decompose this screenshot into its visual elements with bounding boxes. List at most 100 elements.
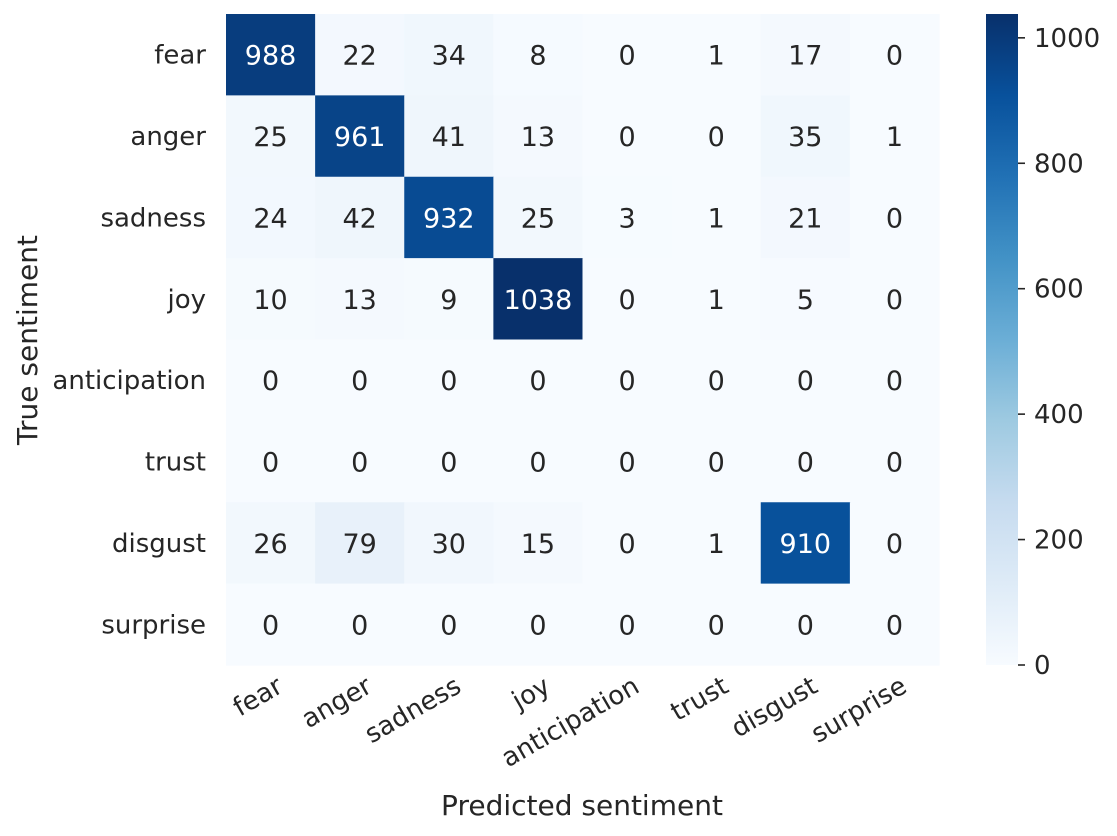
colorbar: 0 200 400 600 800 1000 xyxy=(986,14,1100,681)
colorbar-tick-label: 200 xyxy=(1034,526,1084,556)
heatmap-cell xyxy=(671,420,762,503)
cell-value-label: 0 xyxy=(529,448,546,479)
heatmap-cell xyxy=(493,420,584,503)
heatmap-cell xyxy=(226,583,316,666)
cell-value-label: 30 xyxy=(432,529,466,560)
heatmap-cell xyxy=(226,258,316,341)
heatmap-cell xyxy=(493,339,584,422)
heatmap-cell xyxy=(226,14,316,96)
cell-value-label: 25 xyxy=(521,203,555,234)
cell-value-label: 0 xyxy=(886,610,903,641)
heatmap-cell-labels: 988 22 34 8 0 1 17 025 961 41 13 0 0 35 124 42 932 25 3 1 21… xyxy=(245,41,903,642)
cell-value-label: 0 xyxy=(440,366,457,397)
cell-value-label: 8 xyxy=(529,41,546,72)
heatmap-cell xyxy=(849,583,940,666)
cell-value-label: 0 xyxy=(708,366,725,397)
heatmap-cell xyxy=(671,339,762,422)
cell-value-label: 0 xyxy=(886,448,903,479)
cell-value-label: 0 xyxy=(351,448,368,479)
heatmap-cell xyxy=(671,502,762,585)
colorbar-tick-label: 1000 xyxy=(1034,24,1100,54)
cell-value-label: 0 xyxy=(262,610,279,641)
cell-value-label: 0 xyxy=(886,529,903,560)
cell-value-label: 0 xyxy=(440,610,457,641)
x-tick-label: sadness xyxy=(360,671,466,750)
cell-value-label: 0 xyxy=(440,448,457,479)
heatmap-cell xyxy=(404,583,494,666)
cell-value-label: 0 xyxy=(618,285,635,316)
cell-value-label: 10 xyxy=(253,285,287,316)
heatmap-cell xyxy=(671,14,762,96)
cell-value-label: 0 xyxy=(708,448,725,479)
cell-value-label: 961 xyxy=(334,122,386,153)
heatmap-cell xyxy=(582,420,673,503)
heatmap-cell xyxy=(315,258,405,341)
cell-value-label: 25 xyxy=(253,122,287,153)
heatmap-cell xyxy=(404,502,494,585)
cell-value-label: 0 xyxy=(708,122,725,153)
y-tick-label: sadness xyxy=(100,203,206,233)
cell-value-label: 0 xyxy=(618,41,635,72)
heatmap-cell xyxy=(315,420,405,503)
cell-value-label: 0 xyxy=(618,448,635,479)
heatmap-cell xyxy=(760,339,851,422)
heatmap-cell xyxy=(760,502,851,585)
y-tick-label: anticipation xyxy=(52,366,206,396)
y-tick-label: joy xyxy=(166,285,206,315)
cell-value-label: 1038 xyxy=(504,285,573,316)
cell-value-label: 5 xyxy=(797,285,814,316)
x-tick-label: surprise xyxy=(806,671,912,749)
cell-value-label: 910 xyxy=(780,529,832,560)
heatmap-cell xyxy=(582,583,673,666)
colorbar-gradient xyxy=(986,14,1018,665)
heatmap-cell xyxy=(760,95,851,178)
heatmap-cell xyxy=(582,502,673,585)
cell-value-label: 26 xyxy=(253,529,287,560)
cell-value-label: 0 xyxy=(618,366,635,397)
heatmap-cell xyxy=(493,95,584,178)
cell-value-label: 15 xyxy=(521,529,555,560)
cell-value-label: 0 xyxy=(797,610,814,641)
cell-value-label: 13 xyxy=(343,285,377,316)
cell-value-label: 3 xyxy=(618,203,635,234)
y-tick-label: anger xyxy=(130,122,206,152)
cell-value-label: 0 xyxy=(262,448,279,479)
heatmap-cell xyxy=(315,583,405,666)
cell-value-label: 0 xyxy=(886,203,903,234)
heatmap-cell xyxy=(226,95,316,178)
heatmap-cell xyxy=(849,176,940,259)
cell-value-label: 0 xyxy=(797,448,814,479)
cell-value-label: 0 xyxy=(351,366,368,397)
heatmap-cell xyxy=(582,176,673,259)
heatmap-cell xyxy=(493,502,584,585)
y-tick-label: fear xyxy=(154,41,206,71)
cell-value-label: 0 xyxy=(618,529,635,560)
cell-value-label: 13 xyxy=(521,122,555,153)
heatmap-cell xyxy=(315,95,405,178)
heatmap-cell xyxy=(582,258,673,341)
x-axis-label: Predicted sentiment xyxy=(441,789,723,822)
cell-value-label: 35 xyxy=(788,122,822,153)
heatmap-cell xyxy=(315,502,405,585)
heatmap-cell xyxy=(404,339,494,422)
cell-value-label: 42 xyxy=(343,203,377,234)
cell-value-label: 0 xyxy=(886,366,903,397)
cell-value-label: 0 xyxy=(886,285,903,316)
cell-value-label: 0 xyxy=(886,41,903,72)
heatmap-cell xyxy=(671,258,762,341)
x-tick-label: trust xyxy=(666,671,734,728)
cell-value-label: 0 xyxy=(529,366,546,397)
heatmap-cell xyxy=(849,95,940,178)
colorbar-tick-label: 400 xyxy=(1034,400,1084,430)
heatmap-cell xyxy=(849,420,940,503)
heatmap-cell xyxy=(849,258,940,341)
colorbar-tick-label: 600 xyxy=(1034,275,1084,305)
heatmap-cell xyxy=(760,420,851,503)
heatmap-cell xyxy=(671,583,762,666)
cell-value-label: 21 xyxy=(788,203,822,234)
cell-value-label: 1 xyxy=(708,203,725,234)
cell-value-label: 0 xyxy=(708,610,725,641)
heatmap-cell xyxy=(849,14,940,96)
heatmap-cell xyxy=(315,339,405,422)
y-axis-label: True sentiment xyxy=(11,235,44,446)
